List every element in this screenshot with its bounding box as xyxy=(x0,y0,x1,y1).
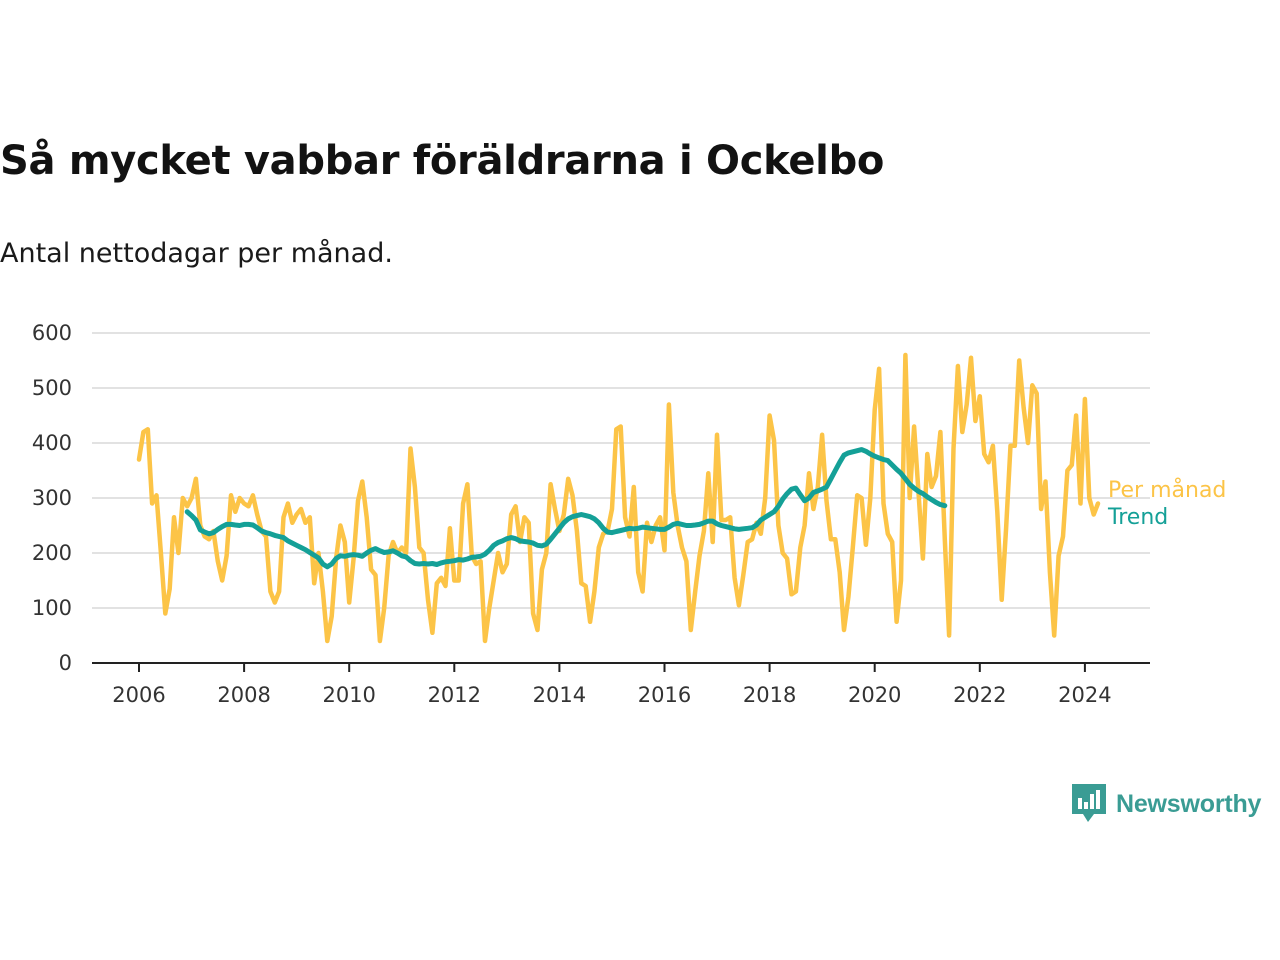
series-label-trend: Trend xyxy=(1107,505,1168,530)
x-axis: 2006 2008 2010 2012 2014 2016 2018 2020 2022 2024 xyxy=(92,662,1150,707)
x-tick-label: 2020 xyxy=(848,683,901,707)
y-tick-label: 200 xyxy=(32,541,72,565)
series-label-per-manad: Per månad xyxy=(1108,477,1226,503)
y-tick-label: 500 xyxy=(32,376,72,400)
x-tick-label: 2016 xyxy=(638,683,691,707)
y-tick-label: 100 xyxy=(32,596,72,620)
page-subtitle: Antal nettodagar per månad. xyxy=(0,238,393,269)
series-lines xyxy=(136,352,1101,644)
page-title: Så mycket vabbar föräldrarna i Ockelbo xyxy=(0,138,885,184)
x-tick-label: 2010 xyxy=(322,683,375,707)
y-tick-label: 300 xyxy=(32,486,72,510)
x-tick-label: 2006 xyxy=(112,683,165,707)
x-tick-label: 2008 xyxy=(217,683,270,707)
x-tick-label: 2018 xyxy=(743,683,796,707)
y-axis-ticks: 0 100 200 300 400 500 600 xyxy=(32,321,72,675)
gridlines xyxy=(92,332,1150,609)
newsworthy-logo-icon xyxy=(1072,784,1106,822)
y-tick-label: 600 xyxy=(32,321,72,345)
brand-name: Newsworthy xyxy=(1116,789,1262,818)
x-tick-label: 2012 xyxy=(428,683,481,707)
y-tick-label: 0 xyxy=(59,651,72,675)
x-tick-label: 2014 xyxy=(533,683,586,707)
series-line-1 xyxy=(184,447,948,570)
x-tick-label: 2022 xyxy=(953,683,1006,707)
x-tick-label: 2024 xyxy=(1058,683,1111,707)
series-line-0 xyxy=(136,352,1101,644)
y-tick-label: 400 xyxy=(32,431,72,455)
newsworthy-logo: Newsworthy xyxy=(1072,784,1261,824)
